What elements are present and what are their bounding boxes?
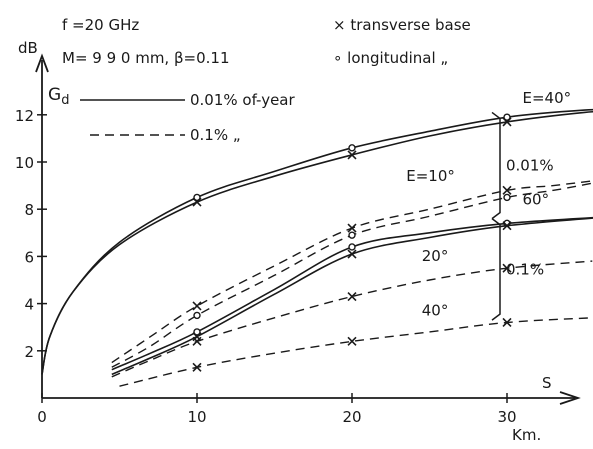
- brackets-layer: 0.01% 0.1%: [491, 111, 554, 321]
- circle-marker: [193, 193, 201, 202]
- bracket: [491, 218, 501, 321]
- y-tick-label: 8: [24, 201, 34, 219]
- curve-annotation: 20°: [422, 247, 449, 265]
- legend-solid-label: 0.01% of-year: [190, 91, 296, 109]
- cross-marker: [192, 336, 202, 346]
- x-axis-unit: Km.: [512, 426, 541, 444]
- cross-marker: [502, 317, 512, 328]
- curve-annotation: E=40°: [523, 89, 572, 107]
- curves-layer: [41, 108, 593, 387]
- series-line-6: [111, 260, 593, 378]
- cross-marker: [347, 223, 357, 233]
- x-axis-arrow: [559, 391, 581, 405]
- circle-marker: [193, 311, 201, 320]
- ticks-layer: 2 4 6 8 10 12 0 10 20 30: [15, 107, 517, 426]
- axes-layer: [35, 53, 581, 405]
- cross-marker: [347, 150, 357, 160]
- bracket-label: 0.01%: [506, 157, 554, 175]
- circle-marker: [503, 113, 511, 121]
- series-line-1: [41, 110, 593, 375]
- y-axis-sublabel: Gd: [48, 85, 69, 108]
- circle-marker: [193, 328, 201, 336]
- cross-marker: [347, 336, 357, 346]
- legend-dashed-label: 0.1% „: [190, 126, 241, 144]
- cross-marker: [192, 362, 202, 372]
- y-tick-label: 10: [15, 154, 34, 172]
- series-line-7: [119, 317, 593, 387]
- bracket-label: 0.1%: [506, 260, 544, 278]
- cross-marker: [347, 291, 357, 302]
- circle-marker: [348, 144, 356, 152]
- y-tick-label: 6: [24, 248, 34, 266]
- y-tick-label: 2: [24, 343, 34, 361]
- legend-circle-marker-label: ∘ longitudinal „: [333, 49, 448, 67]
- y-axis-label: dB: [18, 39, 38, 57]
- curve-annotation: 60°: [523, 190, 550, 208]
- cross-marker: [502, 117, 512, 127]
- series-line-0: [41, 108, 593, 375]
- x-tick-label: 10: [187, 408, 206, 426]
- curve-annotation: E=10°: [406, 167, 455, 185]
- legend-cross-marker-label: × transverse base: [333, 16, 471, 34]
- bracket: [491, 111, 501, 220]
- cross-marker: [192, 301, 202, 311]
- y-tick-label: 4: [24, 296, 34, 314]
- header-layer: f =20 GHz M= 9 9 0 mm, β=0.11 × transver…: [18, 16, 552, 444]
- cross-marker: [347, 249, 357, 259]
- markers-layer: E=40° E=10° 60° 20° 40°: [192, 89, 572, 372]
- circle-marker: [503, 193, 511, 202]
- circle-marker: [348, 231, 356, 239]
- circle-marker: [348, 243, 356, 251]
- x-axis-label: S: [542, 374, 552, 392]
- frequency-label: f =20 GHz: [62, 16, 139, 34]
- cross-marker: [502, 263, 512, 273]
- cross-marker: [502, 185, 512, 195]
- x-tick-label: 20: [342, 408, 361, 426]
- y-axis-arrow: [35, 53, 49, 73]
- params-label: M= 9 9 0 mm, β=0.11: [62, 49, 230, 67]
- x-tick-label: 30: [497, 408, 516, 426]
- y-tick-label: 12: [15, 107, 34, 125]
- x-tick-label: 0: [37, 408, 47, 426]
- curve-annotation: 40°: [422, 301, 449, 319]
- cross-marker: [502, 221, 512, 231]
- cross-marker: [192, 197, 202, 207]
